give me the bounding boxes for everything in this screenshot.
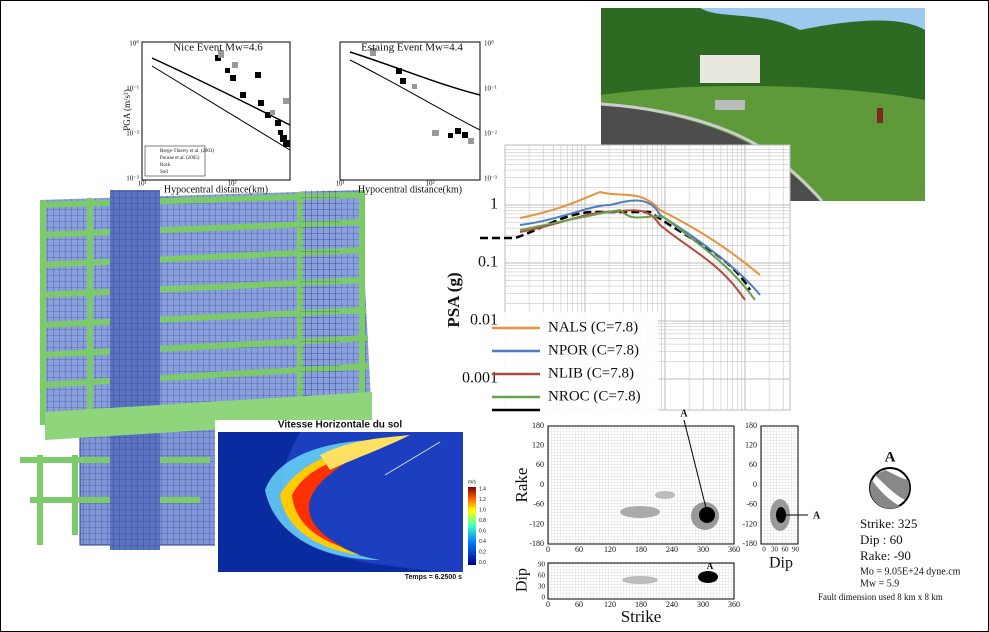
tick-label: -60 xyxy=(533,500,544,509)
axis-label: Strike xyxy=(621,607,662,626)
tick-label: 120 xyxy=(604,545,616,554)
tick-label: -60 xyxy=(746,500,757,509)
tick-label: 90 xyxy=(538,561,546,569)
tick-label: 240 xyxy=(666,600,678,609)
mechanism-param: Rake: -90 xyxy=(860,548,911,563)
axis-label: Dip xyxy=(769,555,793,572)
tick-label: 10⁰ xyxy=(484,40,494,48)
mechanism-param: Strike: 325 xyxy=(860,516,917,531)
map-title: Vitesse Horizontale du sol xyxy=(278,420,403,431)
tick-label: 0 xyxy=(753,480,757,489)
plot-title: Estaing Event Mw=4.4 xyxy=(361,42,463,54)
tick-label: 300 xyxy=(697,600,709,609)
mechanism-magnitude: Mw = 5.9 xyxy=(860,578,899,589)
mechanism-fault: Fault dimension used 8 km x 8 km xyxy=(818,592,943,602)
tick-label: 10⁻² xyxy=(126,130,139,138)
legend-label: NROC (C=7.8) xyxy=(548,388,641,404)
tick-label: 360 xyxy=(728,545,740,554)
mechanism-moment: Mo = 9.05E+24 dyne.cm xyxy=(860,566,961,577)
tick-label: 10¹ xyxy=(335,180,344,188)
beach-ball xyxy=(870,468,910,509)
legend-label: NALS (C=7.8) xyxy=(548,319,638,335)
tick-label: -120 xyxy=(742,519,757,528)
tick-label: 0.001 xyxy=(462,370,498,387)
tick-label: 10⁻¹ xyxy=(126,85,139,93)
tick-label: 180 xyxy=(532,421,544,430)
axis-label: Hypocentral distance(km) xyxy=(164,184,268,195)
tick-label: 120 xyxy=(532,441,544,450)
plot-title: Nice Event Mw=4.6 xyxy=(173,42,263,54)
mechanism-label: A xyxy=(885,449,896,465)
tick-label: 360 xyxy=(728,600,740,609)
tick-label: 0.01 xyxy=(470,312,498,329)
tick-label: 180 xyxy=(745,421,757,430)
colorbar-tick: 0.8 xyxy=(479,518,486,524)
point-label: A xyxy=(707,561,714,571)
colorbar-tick: 1.0 xyxy=(479,507,486,513)
axis-label: Rake xyxy=(512,468,531,503)
tick-label: 120 xyxy=(604,600,616,609)
colorbar-tick: 0.4 xyxy=(479,539,486,545)
tick-label: 60 xyxy=(749,460,757,469)
tick-label: 0 xyxy=(762,546,766,554)
point-label: A xyxy=(813,510,821,521)
tick-label: 1 xyxy=(490,196,498,213)
tick-label: 0 xyxy=(540,480,544,489)
collage: Nice Event Mw=4.6 PGA (m/s²) Hypocentral d… xyxy=(0,0,989,632)
legend-label: Pousse et al. (2005) xyxy=(160,156,200,161)
tick-label: 60 xyxy=(575,545,583,554)
tick-label: 0.1 xyxy=(478,254,498,271)
velocity-map xyxy=(215,420,490,580)
tick-label: 0 xyxy=(542,594,546,602)
tick-label: 10⁻¹ xyxy=(484,85,497,93)
mechanism-param: Dip : 60 xyxy=(860,532,903,547)
tick-label: 60 xyxy=(538,572,546,580)
tick-label: 120 xyxy=(745,441,757,450)
pga-plot-2 xyxy=(340,42,480,180)
axis-label: PGA (m/s²) xyxy=(122,89,132,130)
colorbar-unit: m/s xyxy=(468,479,477,485)
legend-label: Rock xyxy=(160,163,171,168)
tick-label: 30 xyxy=(771,546,779,554)
tick-label: 300 xyxy=(697,545,709,554)
tick-label: 10⁻² xyxy=(484,130,497,138)
point-label: A xyxy=(680,408,688,419)
axis-label: PSA (g) xyxy=(444,272,463,327)
tick-label: -180 xyxy=(742,539,757,548)
colorbar-tick: 1.2 xyxy=(479,497,486,503)
tick-label: 240 xyxy=(666,545,678,554)
tick-label: 180 xyxy=(635,600,647,609)
colorbar-tick: 0.2 xyxy=(479,549,486,555)
axis-label: Hypocentral distance(km) xyxy=(358,184,462,195)
map-time: Temps = 6.2500 s xyxy=(405,574,462,581)
tick-label: 10² xyxy=(227,180,236,188)
tick-label: 180 xyxy=(635,545,647,554)
colorbar-tick: 0.6 xyxy=(479,528,486,534)
tick-label: 90 xyxy=(792,546,800,554)
legend-label: NLIB (C=7.8) xyxy=(548,365,634,381)
tick-label: 10¹ xyxy=(137,180,146,188)
tick-label: 10⁻³ xyxy=(484,175,497,183)
tick-label: -180 xyxy=(529,539,544,548)
tick-label: 10² xyxy=(425,180,434,188)
tick-label: 60 xyxy=(536,460,544,469)
tick-label: 60 xyxy=(575,600,583,609)
tick-label: -120 xyxy=(529,519,544,528)
tick-label: 10⁰ xyxy=(129,40,139,48)
tick-label: 60 xyxy=(782,546,790,554)
colorbar-tick: 1.4 xyxy=(479,486,486,492)
tick-label: 0 xyxy=(546,545,550,554)
tick-label: 0 xyxy=(546,600,550,609)
colorbar-tick: 0.0 xyxy=(479,560,486,566)
legend-label: Berge-Thierry et al. (2003) xyxy=(160,149,214,154)
legend-label: Soil xyxy=(160,170,169,175)
axis-label: Dip xyxy=(514,568,531,592)
tick-label: 30 xyxy=(538,583,546,591)
legend-label: NPOR (C=7.8) xyxy=(548,342,639,358)
